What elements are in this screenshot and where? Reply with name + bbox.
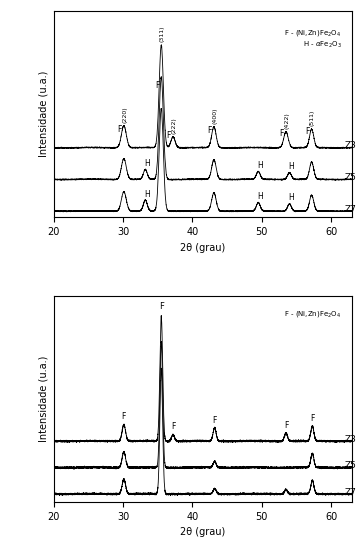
Text: H: H <box>145 159 150 168</box>
Text: F: F <box>213 416 217 424</box>
Text: F: F <box>167 131 171 140</box>
Text: (422): (422) <box>284 112 289 129</box>
Text: (311): (311) <box>159 25 164 42</box>
Text: F: F <box>310 414 314 423</box>
Text: (220): (220) <box>122 106 127 123</box>
Y-axis label: Intensidade (u.a.): Intensidade (u.a.) <box>38 356 48 442</box>
Text: H - $\alpha$Fe$_2$O$_3$: H - $\alpha$Fe$_2$O$_3$ <box>303 40 341 50</box>
Text: F: F <box>305 127 310 136</box>
Y-axis label: Intensidade (u.a.): Intensidade (u.a.) <box>38 71 48 157</box>
Text: F - (Ni,Zn)Fe$_2$O$_4$: F - (Ni,Zn)Fe$_2$O$_4$ <box>284 28 341 38</box>
Text: H: H <box>145 190 150 199</box>
Text: F: F <box>284 421 288 429</box>
Text: H: H <box>289 162 294 171</box>
Text: Z3: Z3 <box>345 435 357 444</box>
Text: F: F <box>159 302 164 310</box>
Text: F - (Ni,Zn)Fe$_2$O$_4$: F - (Ni,Zn)Fe$_2$O$_4$ <box>284 309 341 319</box>
Text: F: F <box>122 412 126 421</box>
Text: F: F <box>155 81 159 90</box>
Text: Z5: Z5 <box>345 461 357 470</box>
Text: (511): (511) <box>310 110 315 126</box>
Text: F: F <box>280 129 284 138</box>
Text: Z7: Z7 <box>345 205 357 214</box>
Text: Z5: Z5 <box>345 173 357 182</box>
Text: Z3: Z3 <box>345 141 357 150</box>
Text: (222): (222) <box>171 117 176 134</box>
Text: F: F <box>208 126 212 135</box>
Text: (400): (400) <box>212 107 217 124</box>
Text: H: H <box>257 192 263 201</box>
X-axis label: 2θ (grau): 2θ (grau) <box>180 528 225 537</box>
Text: H: H <box>257 161 263 170</box>
Text: F: F <box>171 422 175 431</box>
X-axis label: 2θ (grau): 2θ (grau) <box>180 242 225 253</box>
Text: Z7: Z7 <box>345 488 357 497</box>
Text: H: H <box>289 193 294 202</box>
Text: F: F <box>117 125 122 134</box>
